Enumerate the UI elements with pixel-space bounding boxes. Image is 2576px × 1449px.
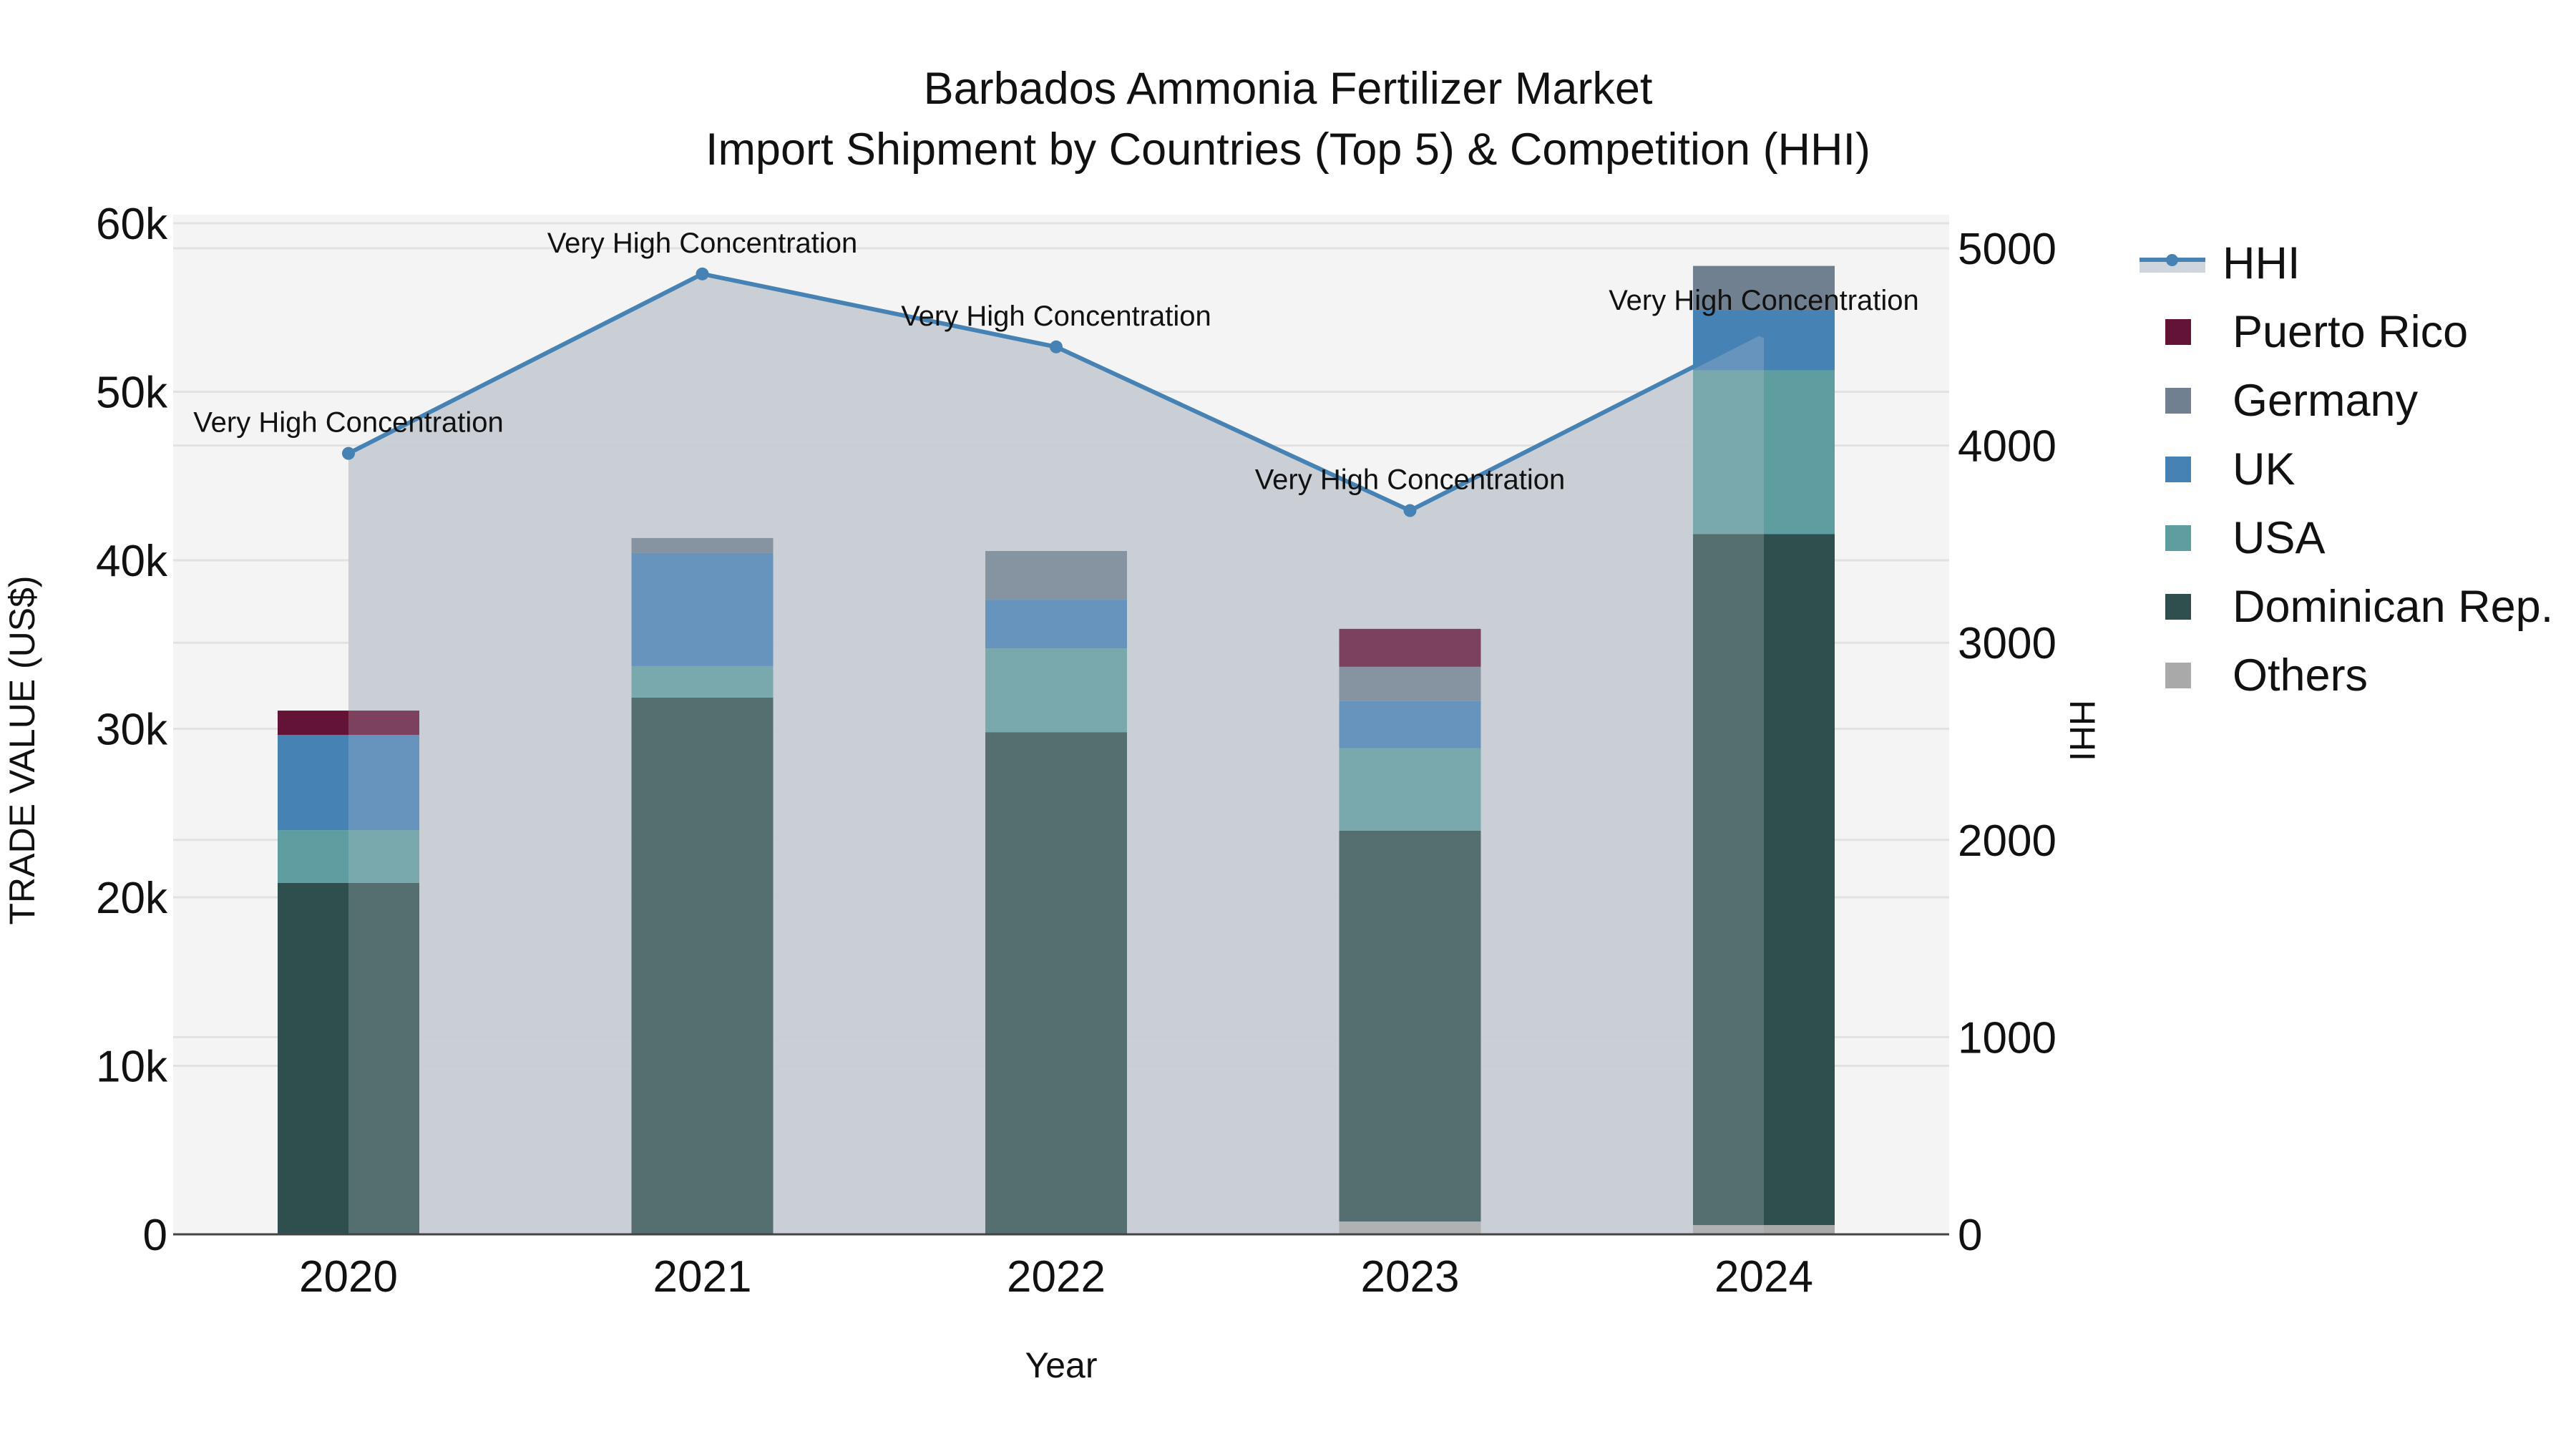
bar-segment[interactable] [985,732,1127,1234]
chart-subtitle: Import Shipment by Countries (Top 5) & C… [705,125,1871,175]
chart-title: Barbados Ammonia Fertilizer Market [923,64,1653,114]
square-swatch-icon [2165,319,2191,345]
y-left-axis-title: TRADE VALUE (US$) [2,575,42,924]
bar-segment[interactable] [1339,666,1481,701]
hhi-marker[interactable] [1050,340,1063,353]
bar-stack-2020[interactable] [278,711,419,1234]
bar-segment[interactable] [631,537,774,553]
square-swatch-icon [2165,525,2191,551]
bar-segment[interactable] [985,600,1127,649]
bar-segment[interactable] [985,648,1127,733]
x-tick-label: 2023 [1361,1252,1460,1302]
y-right-axis-title: HHI [2062,700,2102,761]
y-left-tick-label: 60k [96,200,168,249]
bar-segment[interactable] [278,882,419,1234]
bar-segment[interactable] [631,697,774,1234]
y-right-tick-label: 5000 [1958,225,2057,274]
bar-segment[interactable] [1693,310,1835,371]
legend-label: HHI [2223,238,2301,288]
bar-segment[interactable] [1693,1225,1835,1234]
bar-segment[interactable] [1339,701,1481,748]
y-right-tick-label: 4000 [1958,422,2057,472]
legend-item-germany[interactable]: Germany [2140,366,2553,435]
hhi-marker[interactable] [1403,504,1417,517]
legend-item-uk[interactable]: UK [2140,435,2553,504]
square-swatch-icon [2165,663,2191,688]
bar-segment[interactable] [985,551,1127,600]
bar-segment[interactable] [631,665,774,698]
y-left-tick-label: 50k [96,369,168,418]
hhi-marker[interactable] [1757,324,1770,338]
y-right-tick-label: 3000 [1958,619,2057,668]
hhi-annotation: Very High Concentration [193,407,504,439]
bar-stack-2021[interactable] [631,537,774,1234]
hhi-marker[interactable] [696,267,709,280]
square-swatch-icon [2165,594,2191,620]
x-tick-label: 2022 [1007,1252,1106,1302]
y-left-tick-label: 40k [96,537,168,586]
x-tick-label: 2021 [653,1252,752,1302]
legend-item-others[interactable]: Others [2140,641,2553,710]
hhi-annotation: Very High Concentration [547,228,858,259]
y-left-tick-label: 0 [143,1211,167,1260]
y-left-tick-label: 10k [96,1043,168,1092]
bar-segment[interactable] [631,552,774,666]
legend-item-dominican-rep[interactable]: Dominican Rep. [2140,572,2553,641]
bar-stack-2024[interactable] [1693,265,1835,1234]
hhi-annotation: Very High Concentration [901,301,1211,332]
legend-item-puerto-rico[interactable]: Puerto Rico [2140,298,2553,366]
legend-item-hhi[interactable]: HHI [2140,229,2553,298]
legend-label: Puerto Rico [2233,307,2469,357]
bars [278,265,1835,1234]
hhi-marker[interactable] [342,447,355,460]
bar-segment[interactable] [278,830,419,883]
y-left-tick-label: 30k [96,706,168,755]
bar-segment[interactable] [278,734,419,831]
bar-segment[interactable] [1693,534,1835,1226]
hhi-annotation: Very High Concentration [1255,464,1566,496]
bar-segment[interactable] [1693,370,1835,535]
legend-label: Dominican Rep. [2233,582,2554,632]
legend-label: Others [2233,650,2368,701]
bar-segment[interactable] [1339,628,1481,667]
y-right-tick-label: 1000 [1958,1013,2057,1063]
y-right-tick-label: 0 [1958,1211,1982,1260]
legend-label: USA [2233,513,2326,563]
x-tick-label: 2024 [1714,1252,1813,1302]
bar-segment[interactable] [1339,1221,1481,1234]
square-swatch-icon [2165,457,2191,482]
square-swatch-icon [2165,388,2191,414]
legend-label: Germany [2233,376,2419,426]
x-tick-label: 2020 [299,1252,398,1302]
y-right-tick-label: 2000 [1958,816,2057,866]
bar-segment[interactable] [1339,748,1481,831]
bar-segment[interactable] [278,711,419,735]
legend: HHI Puerto Rico Germany UK USA Dominican… [2140,229,2553,710]
bar-stack-2023[interactable] [1339,628,1481,1234]
bar-segment[interactable] [1339,830,1481,1222]
bar-stack-2022[interactable] [985,551,1127,1234]
x-axis-title: Year [1025,1345,1097,1385]
y-left-tick-label: 20k [96,874,168,923]
hhi-annotation: Very High Concentration [1609,285,1919,316]
bar-segment[interactable] [1693,265,1835,311]
legend-item-usa[interactable]: USA [2140,504,2553,572]
line-marker-icon [2140,254,2205,273]
legend-label: UK [2233,444,2296,494]
